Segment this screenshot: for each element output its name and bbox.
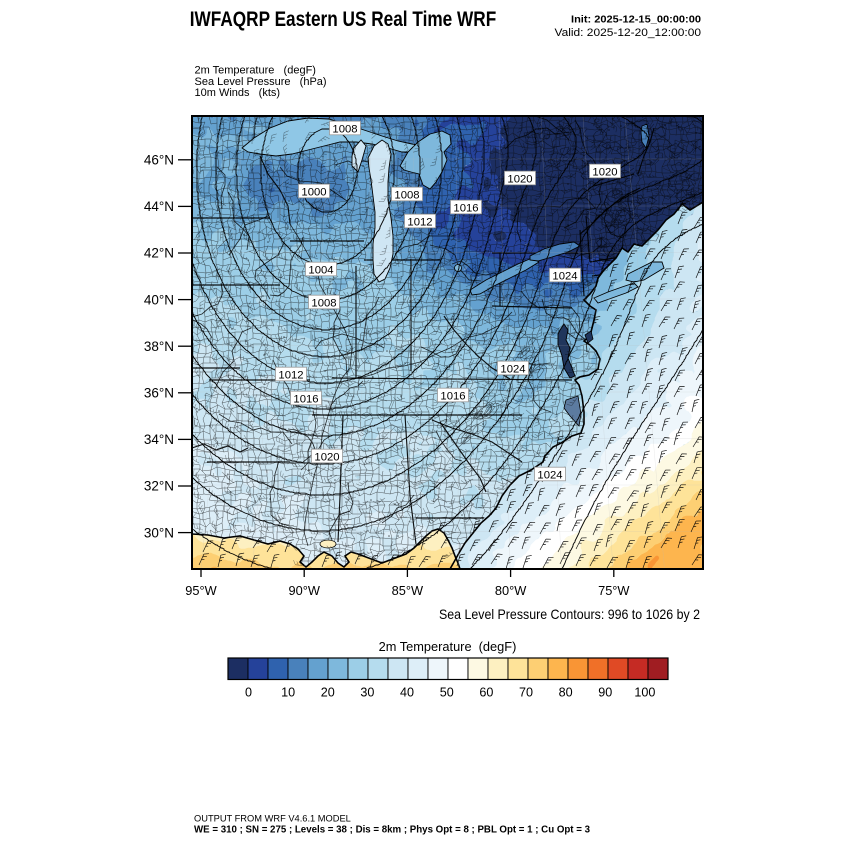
svg-text:1008: 1008 (394, 189, 419, 201)
svg-text:1016: 1016 (293, 393, 318, 405)
svg-text:1020: 1020 (507, 173, 532, 185)
svg-text:WE = 310 ; SN = 275 ; Levels =: WE = 310 ; SN = 275 ; Levels = 38 ; Dis … (194, 824, 590, 835)
svg-text:2m Temperature (degF): 2m Temperature (degF) (195, 65, 316, 77)
svg-text:1008: 1008 (311, 297, 336, 309)
svg-text:36°N: 36°N (144, 386, 174, 401)
svg-text:32°N: 32°N (144, 479, 174, 494)
svg-text:1000: 1000 (301, 186, 326, 198)
svg-text:34°N: 34°N (144, 432, 174, 447)
svg-text:90: 90 (598, 686, 612, 700)
svg-text:Sea Level Pressure Contours: 9: Sea Level Pressure Contours: 996 to 1026… (439, 606, 700, 622)
svg-text:30°N: 30°N (144, 525, 174, 540)
svg-text:OUTPUT FROM WRF V4.6.1 MODEL: OUTPUT FROM WRF V4.6.1 MODEL (194, 814, 351, 824)
svg-text:80: 80 (559, 686, 573, 700)
svg-text:20: 20 (321, 686, 335, 700)
svg-text:80°W: 80°W (495, 583, 527, 598)
svg-text:50: 50 (440, 686, 454, 700)
svg-text:1020: 1020 (592, 166, 617, 178)
svg-text:10: 10 (281, 686, 295, 700)
svg-text:Init: 2025-12-15_00:00:00: Init: 2025-12-15_00:00:00 (571, 14, 701, 26)
svg-text:46°N: 46°N (144, 153, 174, 168)
svg-text:30: 30 (360, 686, 374, 700)
svg-text:1024: 1024 (500, 363, 525, 375)
svg-text:44°N: 44°N (144, 199, 174, 214)
svg-text:1012: 1012 (278, 369, 303, 381)
svg-text:1016: 1016 (440, 390, 465, 402)
svg-text:2m Temperature (degF): 2m Temperature (degF) (379, 639, 517, 654)
svg-text:1024: 1024 (552, 270, 577, 282)
svg-text:90°W: 90°W (288, 583, 320, 598)
svg-text:85°W: 85°W (392, 583, 424, 598)
svg-text:42°N: 42°N (144, 246, 174, 261)
svg-text:100: 100 (634, 686, 655, 700)
svg-text:Valid: 2025-12-20_12:00:00: Valid: 2025-12-20_12:00:00 (555, 27, 702, 39)
svg-text:1020: 1020 (314, 451, 339, 463)
svg-text:1016: 1016 (453, 202, 478, 214)
svg-text:1024: 1024 (537, 469, 562, 481)
svg-text:10m Winds (kts): 10m Winds (kts) (195, 87, 281, 99)
svg-text:IWFAQRP Eastern US Real Time W: IWFAQRP Eastern US Real Time WRF (190, 8, 497, 31)
svg-text:1008: 1008 (332, 123, 357, 135)
svg-text:40: 40 (400, 686, 414, 700)
svg-text:0: 0 (245, 686, 252, 700)
svg-text:70: 70 (519, 686, 533, 700)
svg-text:60: 60 (479, 686, 493, 700)
svg-text:Sea Level Pressure (hPa): Sea Level Pressure (hPa) (195, 76, 327, 88)
svg-text:1012: 1012 (407, 216, 432, 228)
svg-text:75°W: 75°W (598, 583, 630, 598)
svg-text:40°N: 40°N (144, 292, 174, 307)
svg-text:38°N: 38°N (144, 339, 174, 354)
svg-text:1004: 1004 (308, 264, 333, 276)
svg-text:95°W: 95°W (185, 583, 217, 598)
